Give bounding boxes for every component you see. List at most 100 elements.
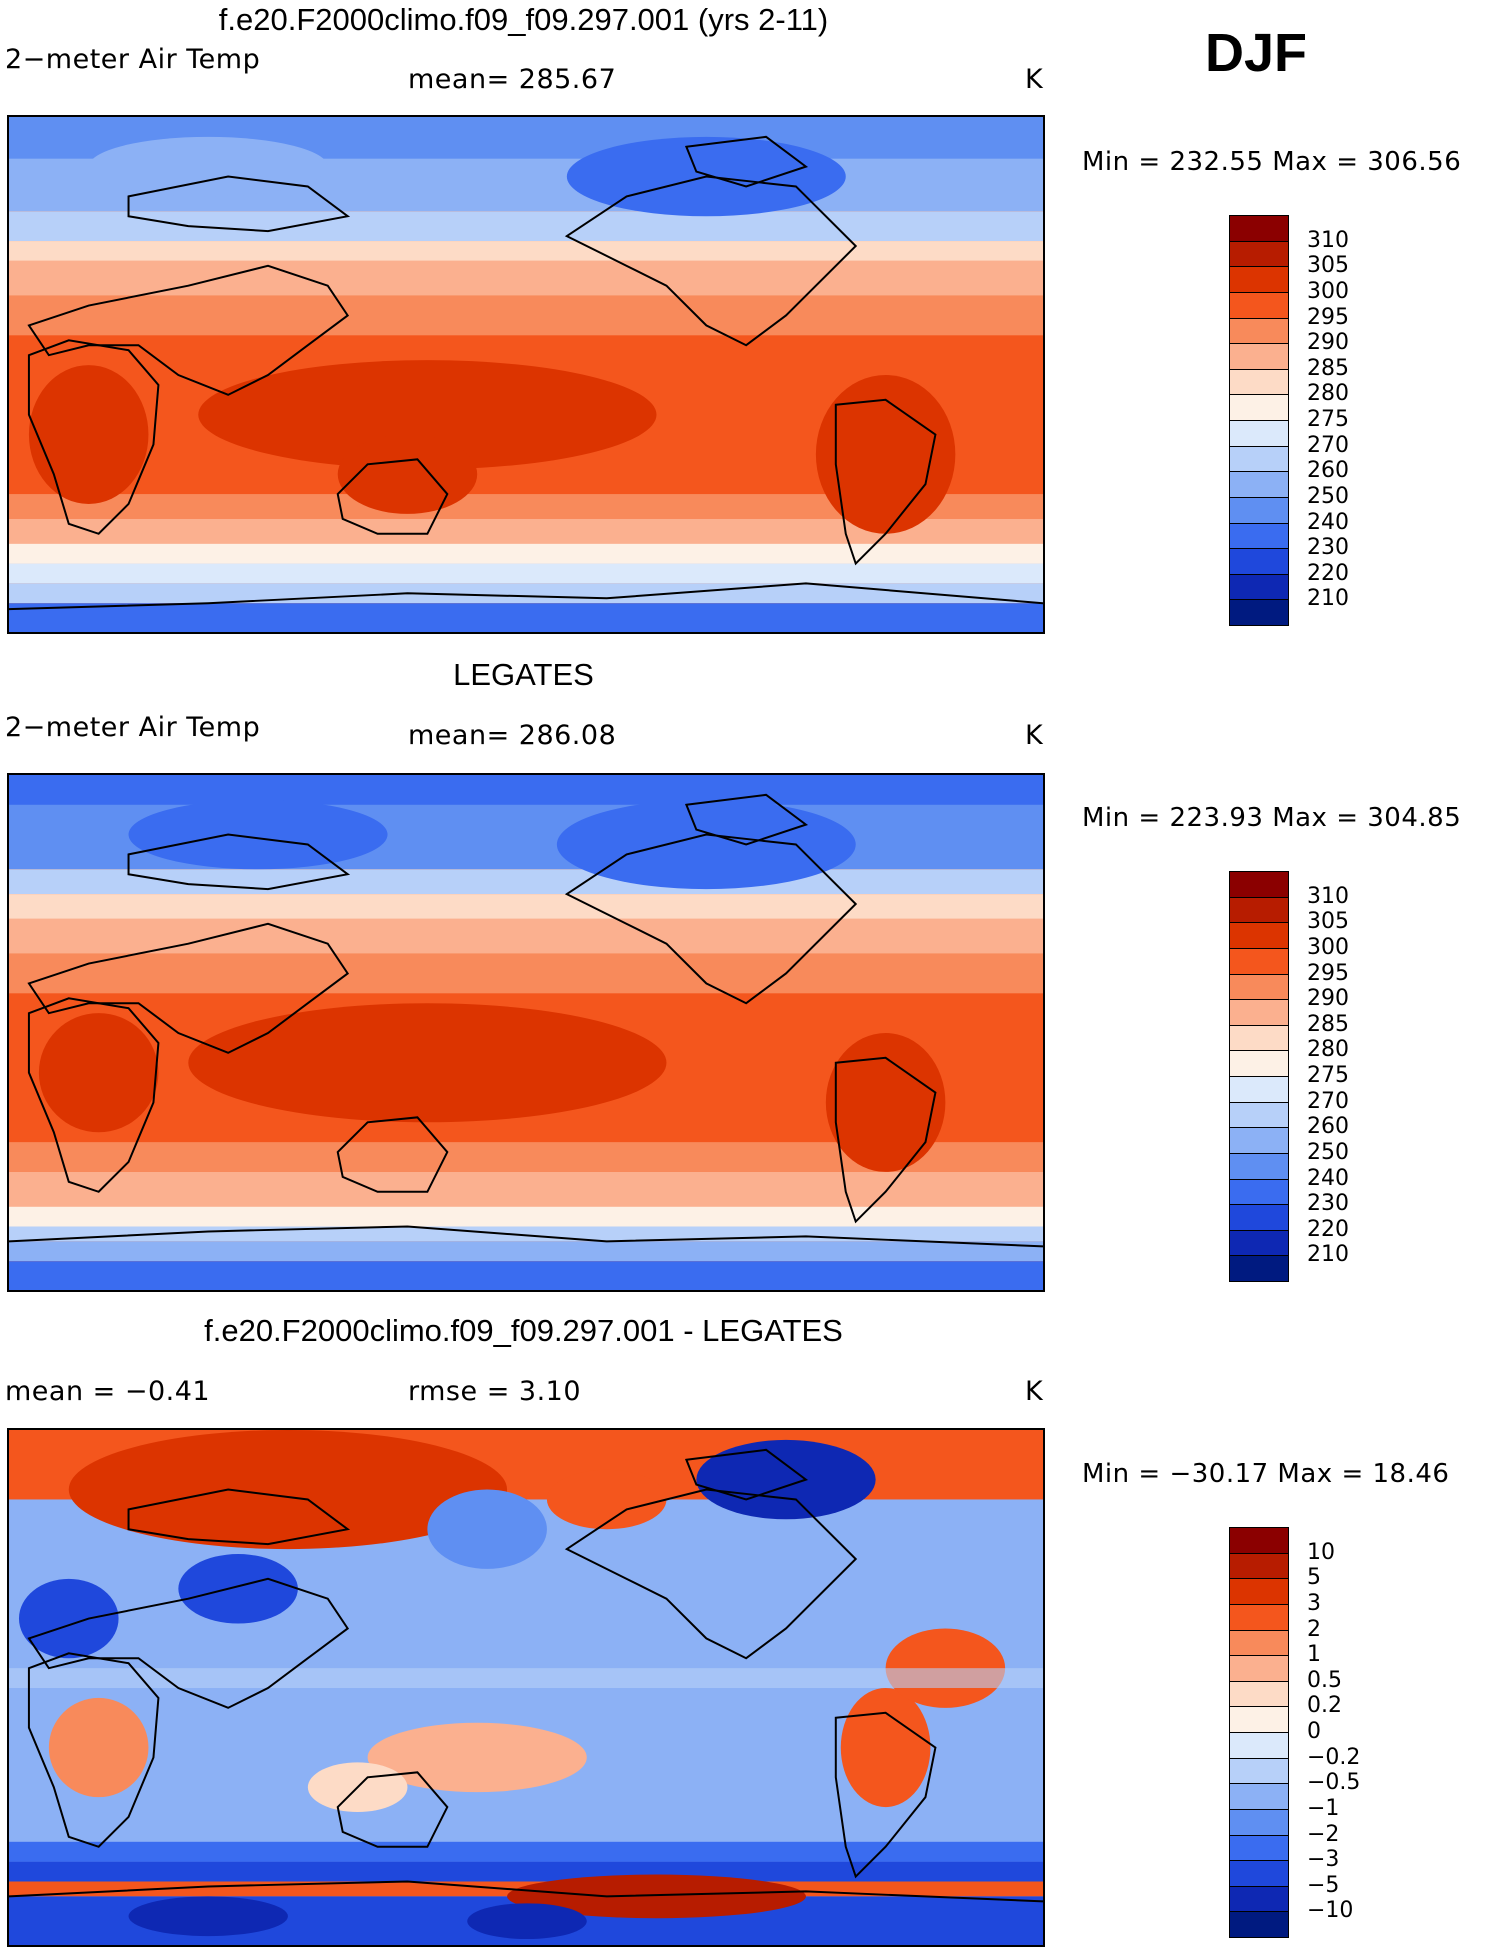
- colorbar-level-label: 270: [1307, 1088, 1349, 1114]
- panel-1-mean-label: mean= 285.67: [408, 64, 617, 95]
- colorbar-level-label: 250: [1307, 483, 1349, 509]
- colorbar-swatch: [1229, 368, 1289, 396]
- colorbar-swatch: [1229, 548, 1289, 575]
- colorbar-level-label: 260: [1307, 1114, 1349, 1140]
- panel-3-mean-label: mean = −0.41: [5, 1376, 211, 1407]
- colorbar-level-label: 1: [1307, 1642, 1321, 1668]
- colorbar-level-label: 275: [1307, 1063, 1349, 1088]
- colorbar-level-label: 3: [1307, 1590, 1321, 1616]
- colorbar-level-label: 240: [1307, 509, 1349, 535]
- colorbar-swatch: [1229, 1050, 1289, 1077]
- panel-1-variable-label: 2−meter Air Temp: [5, 44, 261, 75]
- colorbar-level-label: 230: [1307, 1191, 1349, 1217]
- colorbar-level-label: 210: [1307, 1242, 1349, 1268]
- colorbar-level-label: 260: [1307, 458, 1349, 484]
- colorbar-level-label: 285: [1307, 355, 1349, 381]
- colorbar-level-label: −2: [1307, 1821, 1340, 1847]
- colorbar-swatch: [1229, 1885, 1289, 1913]
- colorbar-swatch: [1229, 1101, 1289, 1129]
- colorbar-swatch: [1229, 1706, 1289, 1733]
- colorbar-swatch: [1229, 1629, 1289, 1657]
- colorbar-swatch: [1229, 947, 1289, 975]
- colorbar-level-label: 220: [1307, 560, 1349, 586]
- colorbar-swatch: [1229, 1024, 1289, 1052]
- colorbar-level-label: −0.5: [1307, 1770, 1361, 1796]
- panel-2-variable-label: 2−meter Air Temp: [5, 712, 261, 743]
- colorbar-swatch: [1229, 599, 1289, 626]
- colorbar-level-label: −0.2: [1307, 1744, 1361, 1770]
- colorbar-level-label: −3: [1307, 1847, 1340, 1873]
- colorbar-level-label: 300: [1307, 934, 1349, 960]
- colorbar-level-label: −5: [1307, 1872, 1340, 1898]
- panel-1-title: f.e20.F2000climo.f09_f09.297.001 (yrs 2-…: [218, 2, 829, 37]
- colorbar-swatch: [1229, 394, 1289, 421]
- colorbar-swatch: [1229, 1655, 1289, 1682]
- colorbar-swatch: [1229, 896, 1289, 924]
- panel-3-colorbar: 10 5 3 2 1 0.5 0.2 0 −0.2 −0.5 −1 −2 −3 −5 −10: [1229, 1527, 1360, 1938]
- colorbar-level-label: 305: [1307, 253, 1349, 279]
- colorbar-swatch: [1229, 1834, 1289, 1862]
- panel-3-min-max: Min = −30.17 Max = 18.46: [1082, 1459, 1450, 1489]
- colorbar-swatch: [1229, 1552, 1289, 1580]
- colorbar-level-label: 0: [1307, 1719, 1321, 1744]
- season-label: DJF: [1205, 23, 1308, 83]
- colorbar-level-label: 250: [1307, 1139, 1349, 1165]
- colorbar-swatch: [1229, 999, 1289, 1026]
- panel-1-min-max: Min = 232.55 Max = 306.56: [1082, 147, 1462, 177]
- colorbar-level-label: 0.5: [1307, 1667, 1342, 1693]
- colorbar-level-label: 310: [1307, 227, 1349, 253]
- colorbar-level-label: 210: [1307, 586, 1349, 612]
- colorbar-level-label: 220: [1307, 1216, 1349, 1242]
- colorbar-swatch: [1229, 1255, 1289, 1282]
- colorbar-swatch: [1229, 420, 1289, 447]
- colorbar-swatch: [1229, 573, 1289, 601]
- panel-2-mean-label: mean= 286.08: [408, 720, 617, 751]
- colorbar-swatch: [1229, 1527, 1289, 1554]
- colorbar-level-label: 275: [1307, 407, 1349, 432]
- colorbar-swatch: [1229, 291, 1289, 319]
- colorbar-swatch: [1229, 317, 1289, 345]
- colorbar-level-label: 290: [1307, 986, 1349, 1012]
- panel-2-observed-temperature-map: [7, 773, 1045, 1292]
- colorbar-level-label: 305: [1307, 909, 1349, 935]
- colorbar-swatch: [1229, 1229, 1289, 1257]
- colorbar-swatch: [1229, 1204, 1289, 1231]
- panel-2-min-max: Min = 223.93 Max = 304.85: [1082, 803, 1462, 833]
- colorbar-level-label: 5: [1307, 1565, 1321, 1591]
- panel-2-colorbar: 310 305 300 295 290 285 280 275 270 260 250 240 230 2…: [1229, 871, 1349, 1282]
- colorbar-swatch: [1229, 343, 1289, 370]
- colorbar-level-label: 280: [1307, 1037, 1349, 1063]
- colorbar-swatch: [1229, 1127, 1289, 1154]
- colorbar-swatch: [1229, 973, 1289, 1001]
- colorbar-swatch: [1229, 266, 1289, 293]
- colorbar-level-label: 295: [1307, 960, 1349, 986]
- colorbar-swatch: [1229, 445, 1289, 473]
- colorbar-swatch: [1229, 1178, 1289, 1206]
- colorbar-swatch: [1229, 1783, 1289, 1810]
- colorbar-swatch: [1229, 1911, 1289, 1938]
- colorbar-swatch: [1229, 1152, 1289, 1180]
- panel-1-unit-label: K: [1025, 64, 1044, 95]
- colorbar-swatch: [1229, 522, 1289, 550]
- colorbar-swatch: [1229, 240, 1289, 268]
- panel-3-unit-label: K: [1025, 1376, 1044, 1407]
- colorbar-level-label: 295: [1307, 304, 1349, 330]
- colorbar-swatch: [1229, 1076, 1289, 1103]
- panel-2-unit-label: K: [1025, 720, 1044, 751]
- colorbar-level-label: 270: [1307, 432, 1349, 458]
- colorbar-level-label: 300: [1307, 278, 1349, 304]
- colorbar-level-label: 290: [1307, 330, 1349, 356]
- colorbar-swatch: [1229, 471, 1289, 498]
- colorbar-swatch: [1229, 1680, 1289, 1708]
- panel-1-colorbar: 310 305 300 295 290 285 280 275 270 260 250 240 230 2…: [1229, 215, 1349, 626]
- colorbar-swatch: [1229, 496, 1289, 524]
- colorbar-level-label: 280: [1307, 381, 1349, 407]
- panel-1-model-temperature-map: [7, 115, 1045, 634]
- colorbar-level-label: 310: [1307, 883, 1349, 909]
- colorbar-swatch: [1229, 871, 1289, 898]
- panel-3-rmse-label: rmse = 3.10: [408, 1376, 582, 1407]
- colorbar-swatch: [1229, 922, 1289, 949]
- colorbar-level-label: −10: [1307, 1898, 1354, 1924]
- colorbar-swatch: [1229, 1808, 1289, 1836]
- colorbar-level-label: 0.2: [1307, 1693, 1342, 1719]
